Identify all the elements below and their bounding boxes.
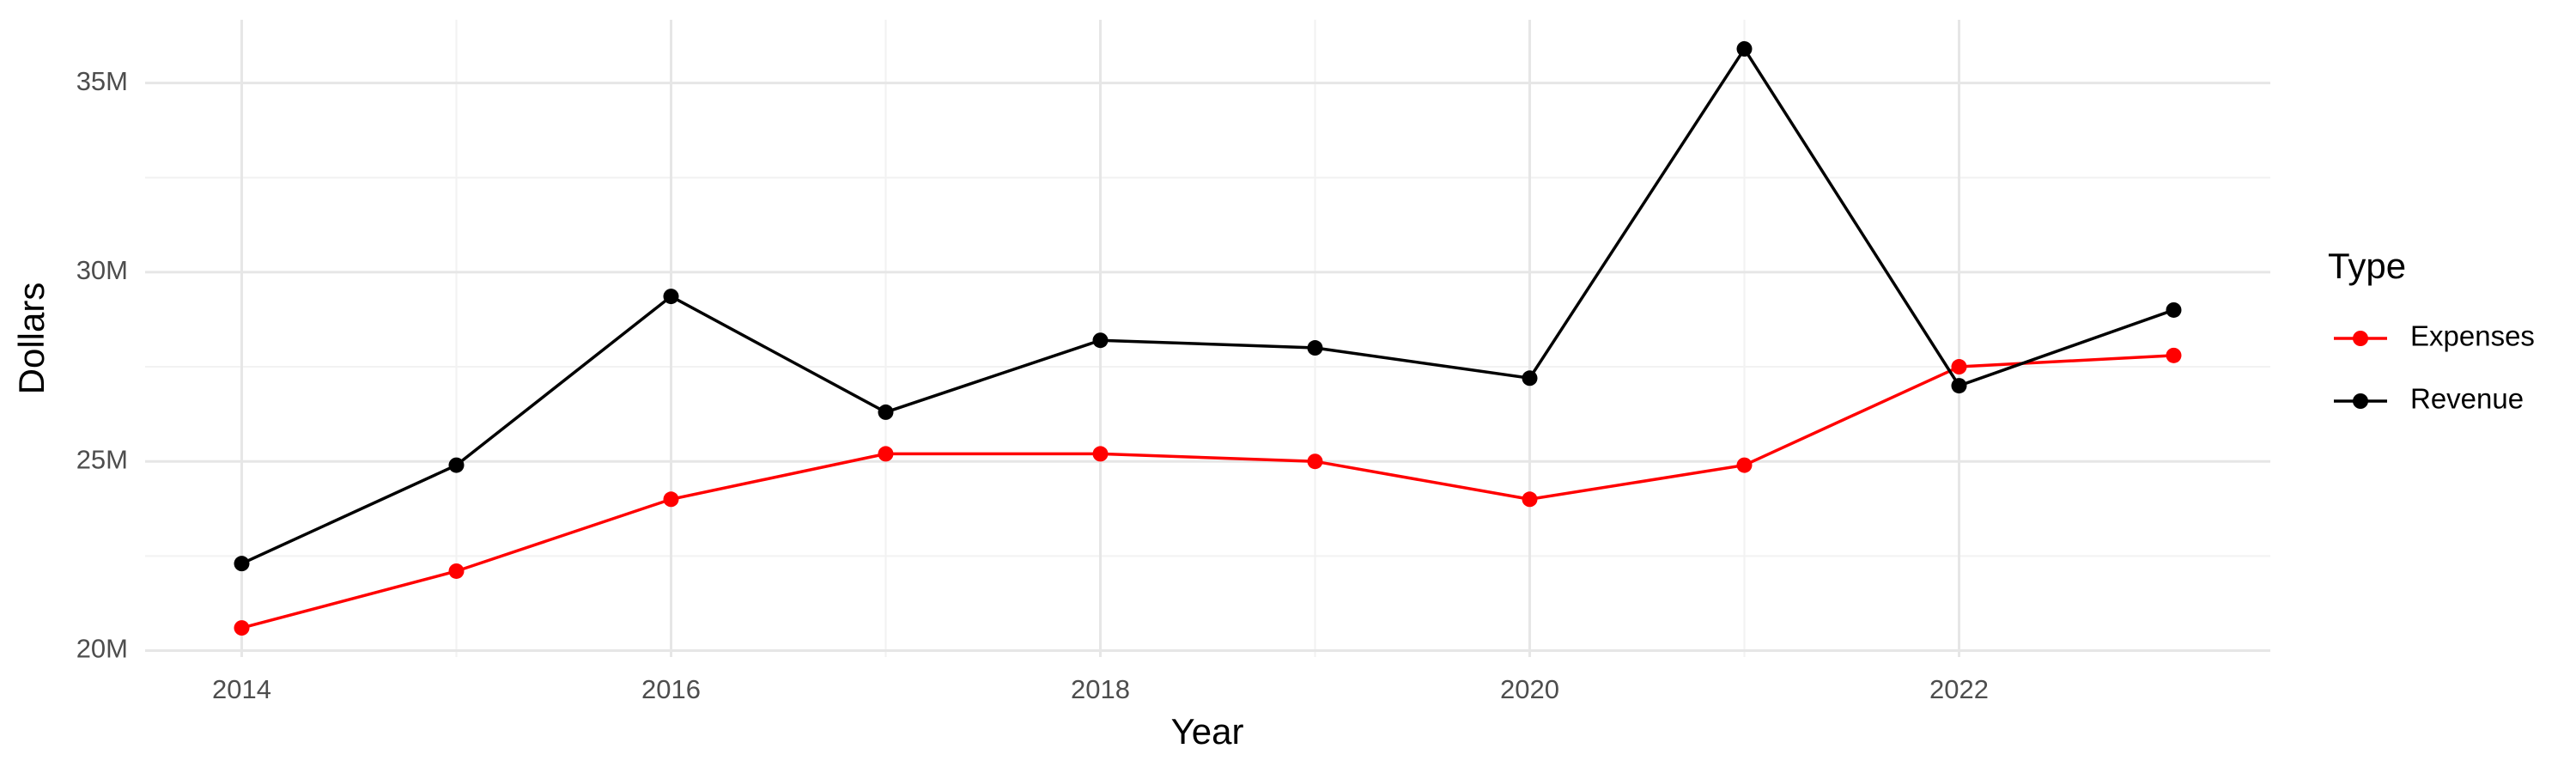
data-point	[663, 289, 679, 305]
data-point	[878, 446, 894, 462]
y-tick-label: 35M	[76, 66, 128, 96]
legend-marker	[2353, 331, 2368, 346]
y-axis-title: Dollars	[11, 283, 52, 395]
data-point	[1951, 378, 1967, 394]
data-point	[448, 563, 465, 579]
series-line	[240, 46, 2175, 565]
x-tick-label: 2014	[212, 674, 271, 704]
data-point	[2166, 301, 2182, 318]
x-tick-label: 2018	[1071, 674, 1130, 704]
data-point	[663, 491, 679, 508]
data-point	[1307, 340, 1323, 356]
legend-label: Revenue	[2410, 383, 2524, 415]
data-point	[448, 457, 465, 473]
x-axis-title: Year	[1171, 711, 1244, 752]
data-point	[1522, 370, 1538, 386]
data-point	[234, 556, 250, 572]
data-point	[1307, 453, 1323, 470]
y-tick-label: 20M	[76, 634, 128, 664]
data-point	[1092, 332, 1109, 349]
data-point	[2166, 347, 2182, 363]
x-tick-label: 2020	[1500, 674, 1559, 704]
x-tick-label: 2022	[1929, 674, 1989, 704]
data-point	[234, 620, 250, 636]
y-tick-label: 25M	[76, 444, 128, 474]
legend-title: Type	[2328, 246, 2406, 286]
data-point	[1736, 40, 1753, 57]
legend-marker	[2353, 393, 2368, 409]
data-point	[1522, 491, 1538, 508]
series-line	[241, 354, 2174, 630]
data-point	[1092, 446, 1109, 462]
data-point	[1951, 359, 1967, 375]
data-point	[878, 404, 894, 420]
y-tick-label: 30M	[76, 255, 128, 285]
legend-label: Expenses	[2410, 320, 2535, 352]
data-point	[1736, 457, 1753, 473]
x-tick-label: 2016	[641, 674, 701, 704]
